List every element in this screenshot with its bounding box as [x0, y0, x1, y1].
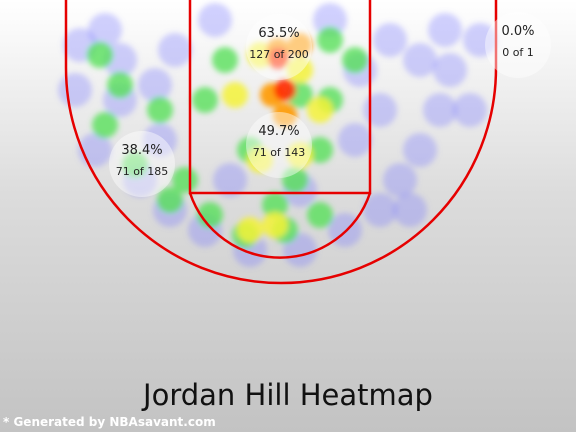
zone-made-attempts: 71 of 143: [253, 146, 306, 159]
zone-percentage: 0.0%: [501, 24, 534, 39]
zone-made-attempts: 127 of 200: [249, 48, 309, 61]
paint-box: [188, 0, 372, 195]
zone-percentage: 63.5%: [258, 26, 299, 41]
zone-left-mid-range: 38.4% 71 of 185: [109, 131, 175, 197]
footer-credit: * Generated by NBAsavant.com: [3, 415, 216, 429]
zone-bubble: [109, 131, 175, 197]
zone-percentage: 38.4%: [121, 143, 162, 158]
zone-paint: 49.7% 71 of 143: [246, 112, 312, 178]
heat-layer: [58, 3, 497, 267]
zone-made-attempts: 0 of 1: [502, 46, 534, 59]
zone-percentage: 49.7%: [258, 124, 299, 139]
zone-right-corner: 0.0% 0 of 1: [485, 12, 551, 78]
court-lines: [64, 0, 498, 285]
zone-made-attempts: 71 of 185: [116, 165, 169, 178]
three-point-line: [64, 0, 498, 285]
zone-bubble: [246, 14, 312, 80]
zone-restricted-area-top: 63.5% 127 of 200: [246, 14, 312, 80]
zone-bubble: [485, 12, 551, 78]
zone-bubble: [246, 112, 312, 178]
zone-labels: 63.5% 127 of 200 49.7% 71 of 143 38.4% 71 of …: [109, 12, 551, 197]
chart-title: Jordan Hill Heatmap: [143, 378, 433, 412]
free-throw-arc: [188, 192, 372, 259]
